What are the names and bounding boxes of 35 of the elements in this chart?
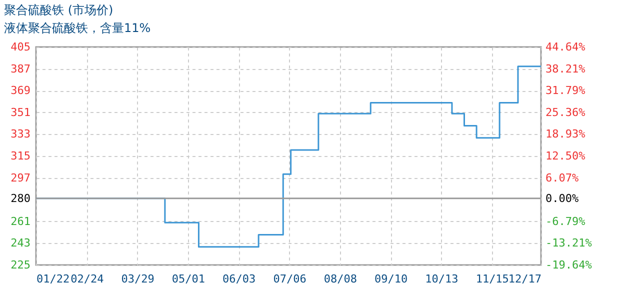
x-tick-label: 10/13	[425, 272, 458, 286]
y-tick-label: 280	[10, 192, 30, 205]
y2-tick-label: -6.79%	[546, 214, 586, 228]
x-tick-label: 08/08	[324, 272, 357, 286]
y2-tick-label: 18.93%	[546, 128, 586, 141]
y-tick-label: 297	[10, 171, 30, 184]
y2-tick-label: 0.00%	[546, 192, 579, 205]
y-tick-label: 405	[10, 40, 30, 54]
y-tick-label: 369	[10, 84, 30, 98]
x-tick-label: 03/29	[121, 272, 154, 286]
y-tick-label: 225	[10, 258, 30, 272]
x-tick-label: 07/06	[273, 272, 306, 286]
y2-tick-label: 38.21%	[546, 62, 586, 76]
y-tick-label: 351	[10, 106, 30, 119]
x-tick-label: 05/01	[172, 272, 206, 286]
y2-tick-label: 25.36%	[546, 106, 586, 119]
y2-tick-label: 44.64%	[546, 40, 586, 54]
y2-tick-label: -13.21%	[546, 236, 592, 250]
y-tick-label: 315	[10, 150, 30, 162]
y2-tick-label: -19.64%	[546, 258, 592, 272]
y-tick-label: 387	[10, 62, 30, 76]
x-tick-label: 09/10	[374, 272, 408, 286]
y-tick-label: 261	[10, 214, 30, 228]
y-tick-label: 243	[10, 236, 30, 250]
y-tick-label: 333	[10, 128, 30, 141]
chart-subtitle: 液体聚合硫酸铁，含量11%	[4, 21, 151, 35]
x-tick-label: 06/03	[222, 272, 256, 286]
y2-tick-label: 31.79%	[546, 84, 586, 98]
y2-tick-label: 6.07%	[546, 171, 579, 184]
x-tick-label: 02/24	[70, 272, 104, 286]
x-tick-label: 11/15	[476, 272, 509, 286]
x-tick-label: 12/17	[508, 272, 542, 286]
y2-tick-label: 12.50%	[546, 150, 586, 162]
chart-title: 聚合硫酸铁 (市场价)	[4, 3, 114, 17]
x-tick-label: 01/22	[36, 272, 70, 286]
